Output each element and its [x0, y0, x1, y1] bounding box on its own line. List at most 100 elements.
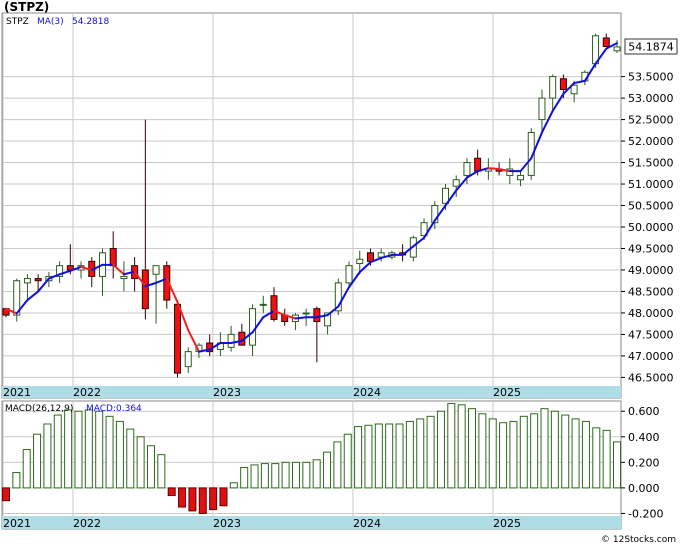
price-y-tick-label: 52.0000	[628, 135, 674, 148]
last-price-label: 54.1874	[628, 41, 674, 54]
ma-segment	[47, 273, 61, 280]
price-x-tick-label: 2022	[73, 386, 101, 399]
candle-body	[366, 252, 374, 262]
ma-segment	[26, 290, 40, 302]
macd-bar	[343, 433, 352, 489]
macd-bar	[136, 436, 145, 489]
ma-segment	[573, 79, 586, 85]
macd-bar	[291, 461, 300, 489]
ma-segment	[562, 82, 576, 95]
ma-segment	[187, 329, 200, 353]
ma-segment	[144, 281, 158, 288]
macd-x-tick-label: 2023	[213, 517, 241, 530]
candle-body	[120, 275, 128, 280]
macd-bar	[385, 423, 394, 489]
macd-y-tick-label: -0.200	[628, 507, 663, 520]
ma-segment	[337, 286, 351, 308]
macd-x-tick-label: 2021	[3, 517, 31, 530]
macd-bar	[22, 449, 31, 489]
macd-y-tick-label: 0.200	[628, 456, 660, 469]
ma-segment	[465, 170, 479, 179]
candle-body	[152, 265, 160, 275]
macd-bar	[219, 487, 228, 507]
macd-bar	[592, 427, 601, 489]
candle-body	[13, 280, 21, 316]
ma-segment	[90, 263, 104, 271]
macd-bar	[146, 445, 155, 489]
macd-bar	[12, 472, 21, 489]
ma-segment	[230, 339, 243, 345]
macd-bar	[530, 413, 539, 489]
price-x-axis: 2021 2022 2023 2024 2025	[3, 386, 521, 399]
macd-date-band	[2, 516, 621, 529]
macd-bar	[209, 487, 218, 511]
ma-segment	[326, 305, 340, 317]
ma-segment	[165, 277, 179, 304]
ma-segment	[80, 265, 93, 271]
ma-segment	[455, 176, 468, 192]
footer-credit: © 12Stocks.com	[601, 535, 676, 545]
candle-body	[324, 312, 332, 327]
ma-segment	[5, 307, 18, 315]
macd-bar	[468, 408, 477, 489]
candle-body	[270, 295, 278, 320]
candle-body	[259, 303, 267, 306]
macd-bar	[364, 424, 373, 489]
last-price-box	[624, 38, 678, 55]
ma-segment	[369, 256, 383, 264]
macd-bar	[499, 422, 508, 489]
macd-bar	[281, 461, 290, 489]
macd-y-tick-label: 0.600	[628, 405, 660, 418]
macd-bar	[115, 420, 124, 489]
ma-segment	[476, 167, 490, 173]
price-ma-line	[5, 42, 618, 353]
candle-body	[431, 205, 439, 224]
price-y-axis: 46.5000 47.0000 47.5000 48.0000 48.5000 49.00…	[621, 71, 674, 384]
candle-body	[184, 351, 192, 368]
macd-x-axis: 2021 2022 2023 2024 2025	[3, 517, 521, 530]
ma-segment	[112, 263, 125, 276]
macd-bar	[178, 487, 187, 508]
macd-bar	[405, 420, 414, 489]
price-y-tick-label: 53.0000	[628, 92, 674, 105]
candle-body	[227, 333, 235, 348]
ma-segment	[15, 299, 29, 315]
candle-body	[474, 157, 482, 172]
ma-segment	[283, 314, 297, 320]
ma-segment	[262, 309, 275, 319]
ma-segment	[412, 236, 426, 248]
candle-body	[527, 131, 535, 176]
macd-bar	[457, 404, 466, 489]
candle-body	[34, 278, 42, 282]
candle-body	[356, 258, 364, 265]
macd-bar	[188, 487, 197, 512]
price-y-tick-label: 50.0000	[628, 221, 674, 234]
ma-segment	[530, 131, 543, 160]
candle-body	[109, 247, 117, 267]
ma-segment	[315, 314, 329, 319]
ma-segment	[594, 47, 608, 65]
macd-bar	[2, 487, 10, 502]
candle-body	[420, 222, 428, 237]
chart-title: (STPZ)	[4, 0, 49, 14]
macd-bar	[550, 410, 559, 489]
price-x-tick-label: 2025	[493, 386, 521, 399]
macd-bar	[613, 441, 621, 489]
ma-segment	[240, 331, 254, 342]
ma-segment	[444, 189, 458, 207]
ma-segment	[551, 92, 565, 112]
macd-bar	[33, 433, 42, 489]
macd-bar	[84, 409, 93, 489]
macd-bar	[74, 410, 83, 489]
candle-body	[56, 265, 64, 277]
candle-body	[334, 282, 342, 312]
ma-segment	[251, 316, 265, 334]
macd-bar	[416, 418, 425, 489]
candle-body	[441, 187, 449, 204]
candle-body	[602, 37, 610, 48]
macd-y-tick-label: 0.000	[628, 482, 660, 495]
price-y-tick-label: 50.5000	[628, 200, 674, 213]
macd-bar	[302, 461, 311, 489]
candle-body	[23, 278, 31, 284]
